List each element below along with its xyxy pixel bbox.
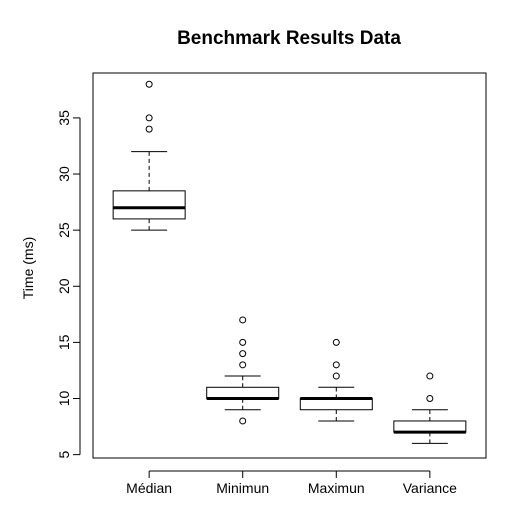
y-axis-label: Time (ms) xyxy=(20,237,36,299)
chart-title: Benchmark Results Data xyxy=(177,28,401,49)
y-tick-label: 20 xyxy=(56,278,72,294)
outlier-point xyxy=(426,372,434,380)
y-axis: 5 10 15 20 25 30 35 xyxy=(56,110,81,459)
iqr-box xyxy=(299,398,373,411)
x-tick-label: Maximun xyxy=(308,480,365,496)
y-tick-label: 10 xyxy=(56,391,72,407)
outlier-point xyxy=(332,338,340,346)
boxes-layer xyxy=(112,80,467,444)
outlier-point xyxy=(239,316,247,324)
plot-frame xyxy=(92,72,487,459)
outlier-point xyxy=(332,372,340,380)
outlier-point xyxy=(239,361,247,369)
x-tick-label: Minimun xyxy=(216,480,269,496)
outlier-point xyxy=(239,338,247,346)
outlier-point xyxy=(239,417,247,425)
outlier-point xyxy=(145,125,153,133)
outlier-point xyxy=(426,395,434,403)
outlier-point xyxy=(332,361,340,369)
box-Maximun xyxy=(299,338,373,422)
y-tick-label: 35 xyxy=(56,110,72,126)
x-tick-label: Variance xyxy=(403,480,457,496)
y-tick-label: 30 xyxy=(56,166,72,182)
y-tick-label: 25 xyxy=(56,222,72,238)
x-axis: Médian Minimun Maximun Variance xyxy=(126,470,457,496)
box-Variance xyxy=(393,372,467,444)
box-Minimun xyxy=(206,316,280,425)
iqr-box xyxy=(112,190,186,220)
y-tick-label: 15 xyxy=(56,334,72,350)
box-Médian xyxy=(112,80,186,231)
x-tick-label: Médian xyxy=(126,480,172,496)
outlier-point xyxy=(239,350,247,358)
outlier-point xyxy=(145,80,153,88)
iqr-box xyxy=(206,386,280,400)
iqr-box xyxy=(393,420,467,433)
outlier-point xyxy=(145,114,153,122)
y-tick-label: 5 xyxy=(56,451,72,459)
